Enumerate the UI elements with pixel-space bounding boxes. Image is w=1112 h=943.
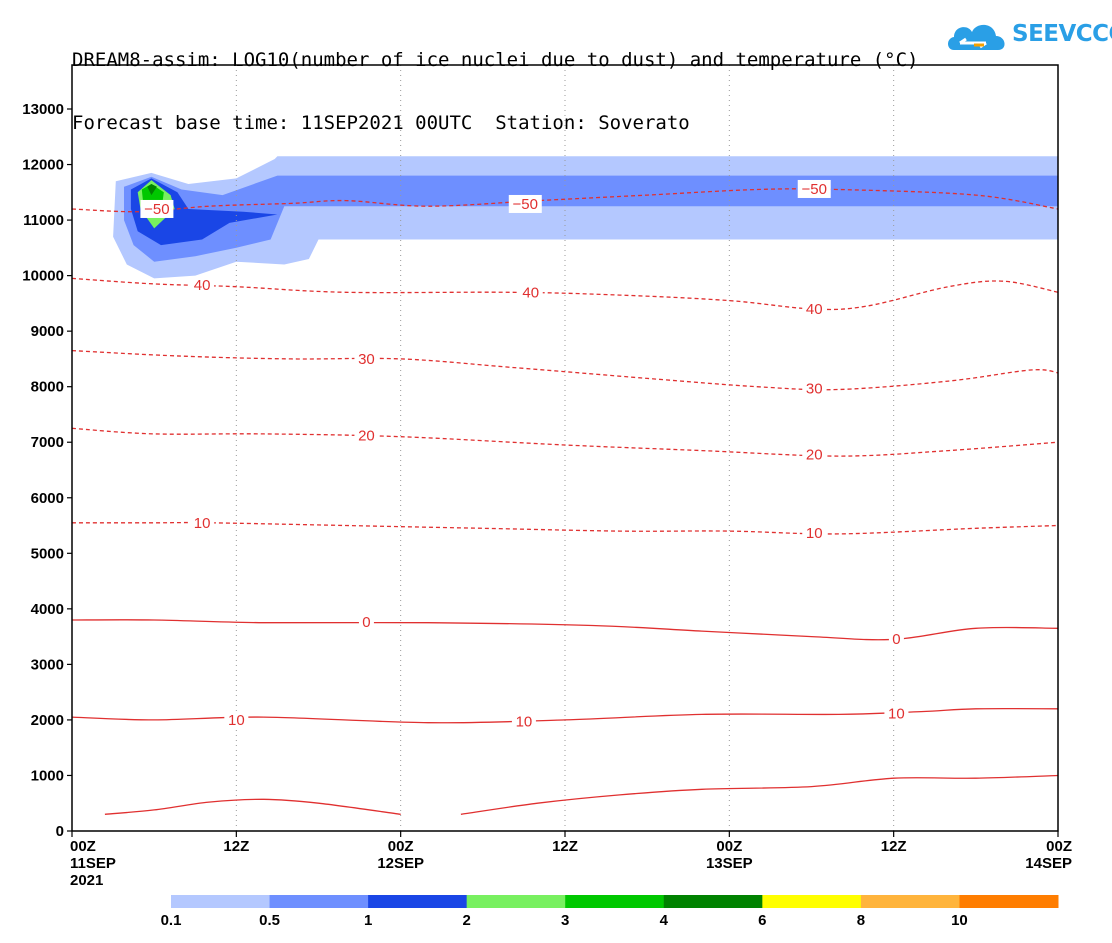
isotherm-label: 10 — [888, 705, 905, 722]
isotherm-lines: −50 −50 −50 40 40 40 30 30 20 20 10 10 0 0 10 10 10 — [71, 179, 1059, 815]
shading-region-4 — [147, 184, 157, 196]
x-tick-label: 00Z — [70, 838, 96, 855]
isotherm-line — [71, 619, 1059, 641]
isotherm-line — [104, 798, 401, 815]
colorbar-label: 3 — [561, 912, 569, 929]
isotherm-label-bg — [802, 445, 827, 464]
isotherm-label: 20 — [358, 428, 375, 445]
colorbar-label: 0.5 — [259, 912, 280, 929]
isotherm-label: 30 — [358, 351, 375, 368]
isotherm-label: −50 — [513, 196, 538, 213]
isotherm-label: 30 — [806, 380, 823, 397]
x-tick-label: 14SEP — [1025, 855, 1072, 872]
isotherm-label-bg — [511, 712, 536, 731]
isotherm-label-bg — [358, 613, 374, 632]
isotherm-label: 40 — [194, 277, 211, 294]
isotherm-label-bg — [508, 194, 542, 213]
isotherm-label: −50 — [144, 201, 169, 218]
colorbar-label: 10 — [951, 912, 968, 929]
colorbar-swatch — [762, 895, 862, 908]
y-tick-label: 11000 — [23, 212, 64, 229]
y-tick-label: 6000 — [31, 490, 64, 507]
y-tick-label: 0 — [56, 823, 64, 840]
colorbar-label: 2 — [462, 912, 470, 929]
colorbar-swatch — [860, 895, 960, 908]
colorbar-label: 6 — [758, 912, 766, 929]
dust-shading — [113, 156, 1059, 279]
y-tick-label: 4000 — [31, 601, 64, 618]
colorbar-label: 0.1 — [161, 912, 182, 929]
y-tick-label: 2000 — [31, 712, 64, 729]
isotherm-label-bg — [518, 283, 543, 302]
x-tick-label: 13SEP — [706, 855, 753, 872]
x-tick-label: 11SEP — [70, 855, 116, 872]
isotherm-label: 10 — [228, 712, 245, 729]
isotherm-line — [71, 427, 1059, 457]
colorbar-swatch — [269, 895, 369, 908]
isotherm-label: 10 — [516, 714, 533, 731]
y-axis: 0 1000 2000 3000 4000 5000 6000 7000 8000 9000 100… — [22, 101, 72, 840]
isotherm-label-bg — [140, 199, 174, 218]
isotherm-label: 10 — [806, 525, 823, 542]
x-tick-label: 00Z — [716, 838, 742, 855]
x-tick-label: 12SEP — [377, 855, 424, 872]
y-tick-label: 5000 — [31, 545, 64, 562]
isotherm-label-bg — [802, 523, 827, 542]
isotherm-label: 40 — [806, 301, 823, 318]
isotherm-line — [460, 774, 1059, 815]
isotherm-label: 0 — [362, 614, 370, 631]
y-tick-label: 8000 — [31, 379, 64, 396]
colorbar-swatch — [565, 895, 665, 908]
isotherm-label-bg — [354, 349, 379, 368]
isotherm-label-bg — [884, 704, 909, 723]
isotherm-label-bg — [224, 710, 249, 729]
y-tick-label: 7000 — [31, 434, 64, 451]
y-tick-label: 3000 — [31, 656, 64, 673]
x-tick-label: 00Z — [1046, 838, 1072, 855]
isotherm-label: 40 — [522, 284, 539, 301]
x-tick-label: 12Z — [223, 838, 249, 855]
isotherm-line — [72, 521, 1059, 535]
isotherm-label: −50 — [802, 181, 827, 198]
colorbar: 0.1 0.5 1 2 3 4 6 8 10 — [161, 895, 1059, 929]
isotherm-label-bg — [802, 299, 827, 318]
isotherm-label-bg — [797, 179, 831, 198]
isotherm-label-bg — [190, 513, 215, 532]
colorbar-swatch — [663, 895, 763, 908]
isotherm-line — [71, 277, 1059, 311]
isotherm-line — [71, 707, 1059, 724]
colorbar-label: 1 — [364, 912, 372, 929]
isotherm-label: 20 — [806, 446, 823, 463]
isotherm-line — [71, 349, 1059, 391]
cloud-icon — [948, 24, 1005, 50]
isotherm-label-bg — [190, 276, 215, 295]
colorbar-label: 8 — [857, 912, 865, 929]
colorbar-swatch — [368, 895, 468, 908]
logo-text: SEEVCCC — [1012, 21, 1112, 47]
isotherm-label-bg — [888, 629, 904, 648]
y-tick-label: 1000 — [31, 767, 64, 784]
colorbar-swatch — [466, 895, 566, 908]
x-tick-label: 2021 — [70, 872, 103, 889]
y-tick-label: 13000 — [22, 101, 64, 118]
x-tick-label: 12Z — [552, 838, 578, 855]
title-line-2: Forecast base time: 11SEP2021 00UTC Stat… — [72, 112, 690, 134]
isotherm-label: 0 — [892, 631, 900, 648]
isotherm-label-bg — [802, 379, 827, 398]
y-tick-label: 10000 — [22, 268, 64, 285]
isotherm-label-bg — [354, 426, 379, 445]
colorbar-swatch — [171, 895, 271, 908]
y-tick-label: 12000 — [22, 157, 64, 174]
y-tick-label: 9000 — [31, 323, 64, 340]
x-tick-label: 00Z — [388, 838, 414, 855]
colorbar-label: 4 — [660, 912, 669, 929]
colorbar-swatch — [959, 895, 1059, 908]
isotherm-label: 10 — [194, 515, 211, 532]
x-tick-label: 12Z — [881, 838, 907, 855]
